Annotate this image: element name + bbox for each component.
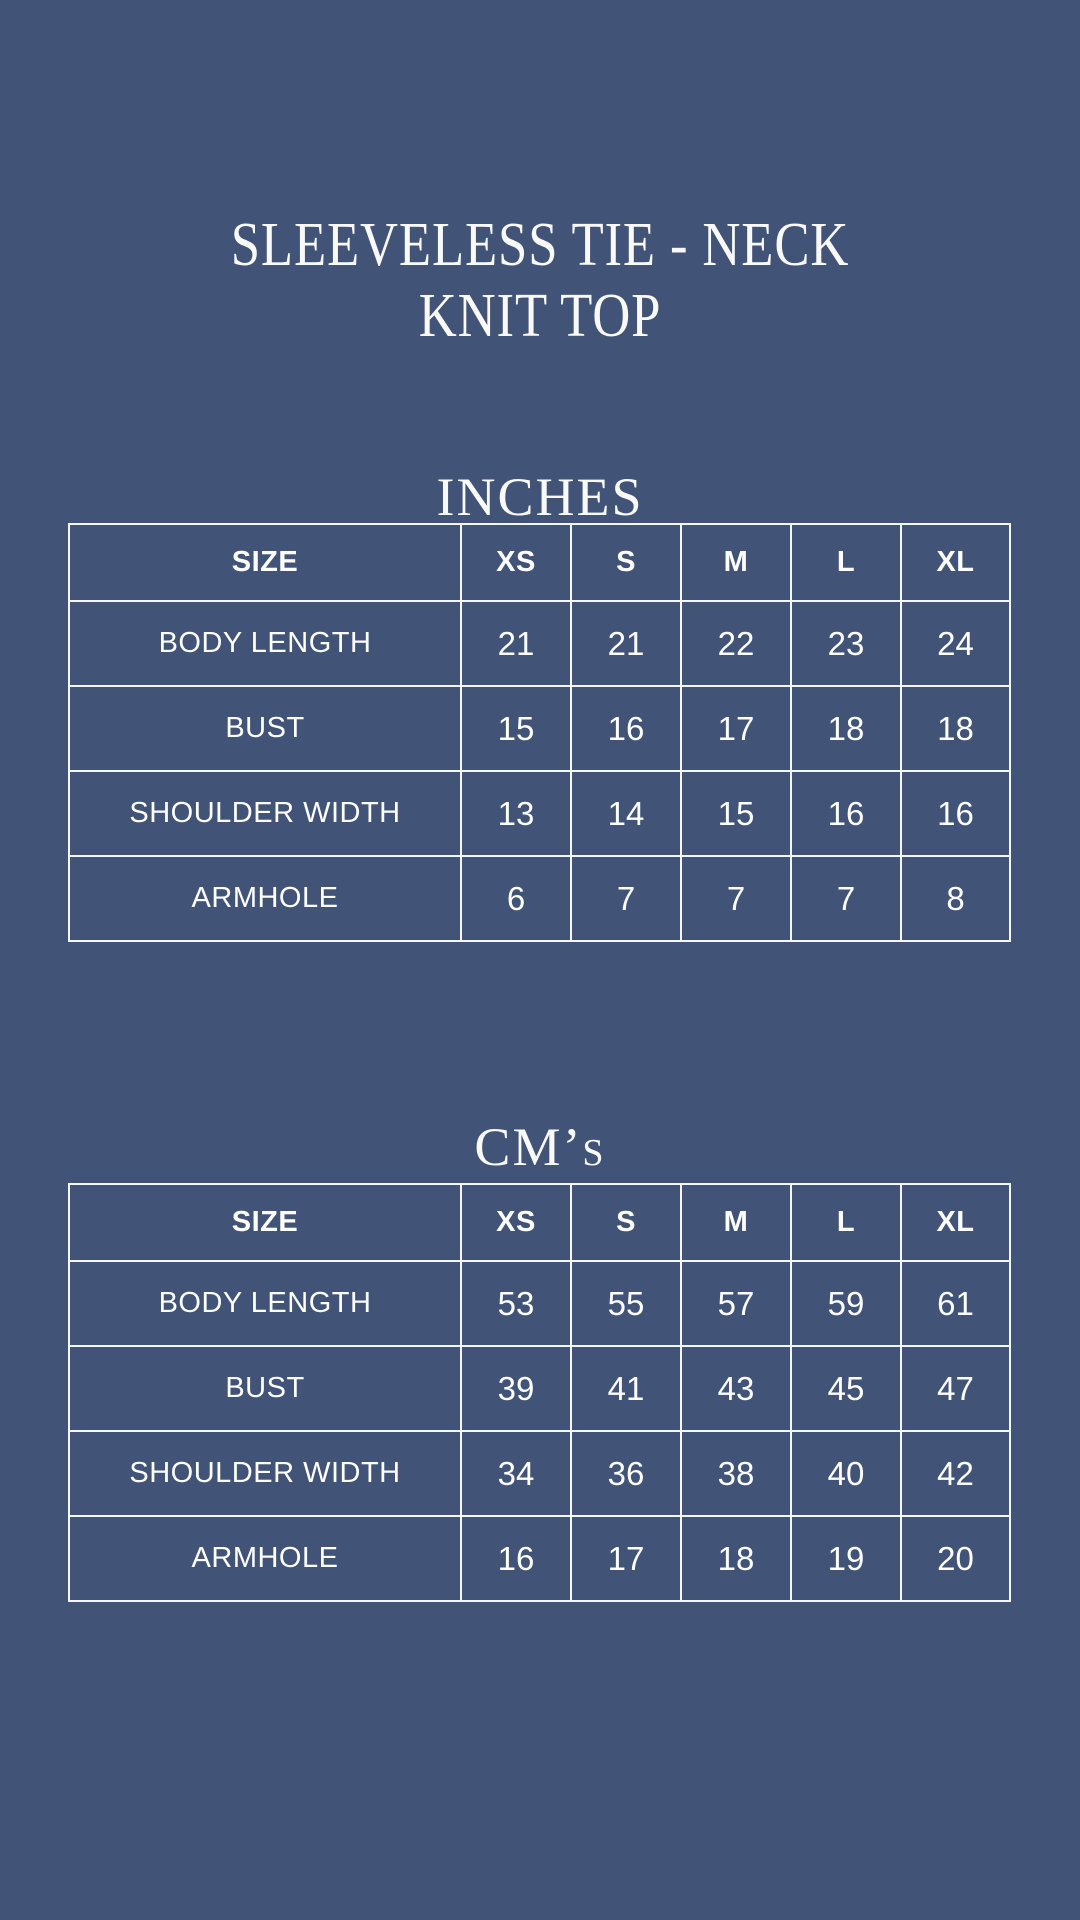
column-header-xs: XS — [460, 523, 572, 602]
table-header-row: SIZE XS S M L XL — [68, 523, 1011, 602]
table-row: BUST 15 16 17 18 18 — [68, 685, 1011, 772]
product-title-line1: SLEEVELESS TIE - NECK — [230, 210, 850, 279]
column-header-m: M — [680, 523, 792, 602]
measurement-value: 7 — [570, 855, 682, 942]
measurement-value: 57 — [680, 1260, 792, 1347]
table-row: SHOULDER WIDTH 34 36 38 40 42 — [68, 1430, 1011, 1517]
measurement-value: 15 — [680, 770, 792, 857]
measurement-value: 59 — [790, 1260, 902, 1347]
measurement-value: 18 — [680, 1515, 792, 1602]
measurement-value: 14 — [570, 770, 682, 857]
row-label-shoulder-width: SHOULDER WIDTH — [68, 770, 462, 857]
measurement-value: 55 — [570, 1260, 682, 1347]
measurement-value: 39 — [460, 1345, 572, 1432]
measurement-value: 24 — [900, 600, 1011, 687]
column-header-xs: XS — [460, 1183, 572, 1262]
measurement-value: 7 — [680, 855, 792, 942]
measurement-value: 8 — [900, 855, 1011, 942]
measurement-value: 36 — [570, 1430, 682, 1517]
measurement-value: 16 — [790, 770, 902, 857]
row-label-armhole: ARMHOLE — [68, 855, 462, 942]
measurement-value: 18 — [900, 685, 1011, 772]
measurement-value: 61 — [900, 1260, 1011, 1347]
column-header-s: S — [570, 1183, 682, 1262]
measurement-value: 42 — [900, 1430, 1011, 1517]
measurement-value: 23 — [790, 600, 902, 687]
row-label-armhole: ARMHOLE — [68, 1515, 462, 1602]
measurement-value: 16 — [900, 770, 1011, 857]
size-table-cms: SIZE XS S M L XL BODY LENGTH 53 55 57 59… — [68, 1183, 1011, 1602]
measurement-value: 20 — [900, 1515, 1011, 1602]
measurement-value: 15 — [460, 685, 572, 772]
product-title-line2: KNIT TOP — [418, 281, 662, 350]
row-label-body-length: BODY LENGTH — [68, 1260, 462, 1347]
size-table-inches: SIZE XS S M L XL BODY LENGTH 21 21 22 23… — [68, 523, 1011, 942]
measurement-value: 6 — [460, 855, 572, 942]
measurement-value: 43 — [680, 1345, 792, 1432]
table-row: BODY LENGTH 53 55 57 59 61 — [68, 1260, 1011, 1347]
table-row: BUST 39 41 43 45 47 — [68, 1345, 1011, 1432]
row-label-bust: BUST — [68, 685, 462, 772]
measurement-value: 41 — [570, 1345, 682, 1432]
measurement-value: 34 — [460, 1430, 572, 1517]
measurement-value: 16 — [570, 685, 682, 772]
table-header-row: SIZE XS S M L XL — [68, 1183, 1011, 1262]
measurement-value: 19 — [790, 1515, 902, 1602]
column-header-s: S — [570, 523, 682, 602]
column-header-xl: XL — [900, 523, 1011, 602]
column-header-xl: XL — [900, 1183, 1011, 1262]
column-header-m: M — [680, 1183, 792, 1262]
measurement-value: 17 — [570, 1515, 682, 1602]
column-header-size: SIZE — [68, 1183, 462, 1262]
measurement-value: 17 — [680, 685, 792, 772]
measurement-value: 53 — [460, 1260, 572, 1347]
measurement-value: 45 — [790, 1345, 902, 1432]
measurement-value: 40 — [790, 1430, 902, 1517]
row-label-body-length: BODY LENGTH — [68, 600, 462, 687]
table-row: ARMHOLE 16 17 18 19 20 — [68, 1515, 1011, 1602]
measurement-value: 16 — [460, 1515, 572, 1602]
measurement-value: 7 — [790, 855, 902, 942]
measurement-value: 13 — [460, 770, 572, 857]
measurement-value: 21 — [570, 600, 682, 687]
measurement-value: 38 — [680, 1430, 792, 1517]
section-heading-inches: INCHES — [436, 466, 644, 527]
column-header-l: L — [790, 1183, 902, 1262]
measurement-value: 21 — [460, 600, 572, 687]
row-label-shoulder-width: SHOULDER WIDTH — [68, 1430, 462, 1517]
product-title: SLEEVELESS TIE - NECK KNIT TOP — [81, 210, 999, 352]
section-heading-cms: CM’s — [474, 1116, 606, 1177]
table-row: BODY LENGTH 21 21 22 23 24 — [68, 600, 1011, 687]
table-row: ARMHOLE 6 7 7 7 8 — [68, 855, 1011, 942]
row-label-bust: BUST — [68, 1345, 462, 1432]
column-header-size: SIZE — [68, 523, 462, 602]
measurement-value: 18 — [790, 685, 902, 772]
measurement-value: 47 — [900, 1345, 1011, 1432]
measurement-value: 22 — [680, 600, 792, 687]
table-row: SHOULDER WIDTH 13 14 15 16 16 — [68, 770, 1011, 857]
column-header-l: L — [790, 523, 902, 602]
